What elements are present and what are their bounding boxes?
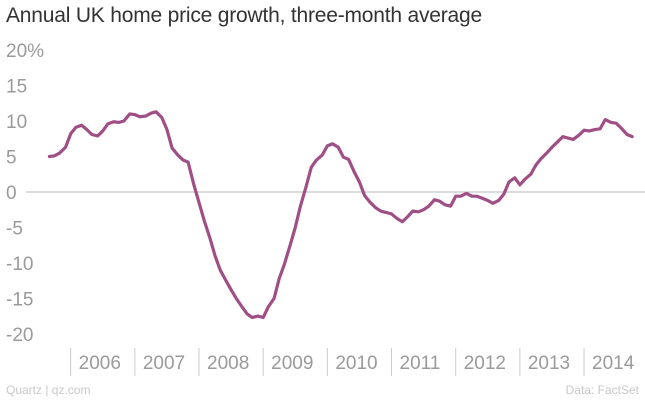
x-tick-label: 2008 <box>207 353 249 374</box>
y-tick-label: 10 <box>6 112 27 133</box>
chart-title: Annual UK home price growth, three-month… <box>6 4 482 27</box>
source-credit: Quartz | qz.com <box>6 383 91 397</box>
y-tick-label: 15 <box>6 77 27 98</box>
y-tick-label: 20% <box>6 41 44 62</box>
x-tick-label: 2012 <box>464 353 506 374</box>
y-tick-label: -10 <box>6 254 33 275</box>
x-tick-label: 2013 <box>528 353 570 374</box>
data-source: Data: FactSet <box>565 383 639 397</box>
x-axis: 2006 2007 2008 2009 2010 2011 2012 2013 2014 <box>70 348 635 376</box>
y-tick-label: -20 <box>6 325 33 346</box>
y-axis: 20% 15 10 5 0 -5 -10 -15 -20 <box>6 41 44 346</box>
x-tick-label: 2010 <box>335 353 377 374</box>
y-tick-label: 0 <box>6 183 17 204</box>
x-tick-label: 2007 <box>143 353 185 374</box>
x-tick-label: 2006 <box>79 353 121 374</box>
series-line <box>47 110 634 320</box>
y-tick-label: 5 <box>6 147 17 168</box>
y-tick-label: -5 <box>6 218 23 239</box>
series-layer <box>47 110 634 320</box>
x-tick-label: 2014 <box>592 353 635 374</box>
x-tick-label: 2009 <box>271 353 313 374</box>
x-tick-label: 2011 <box>400 353 441 374</box>
y-tick-label: -15 <box>6 289 33 310</box>
